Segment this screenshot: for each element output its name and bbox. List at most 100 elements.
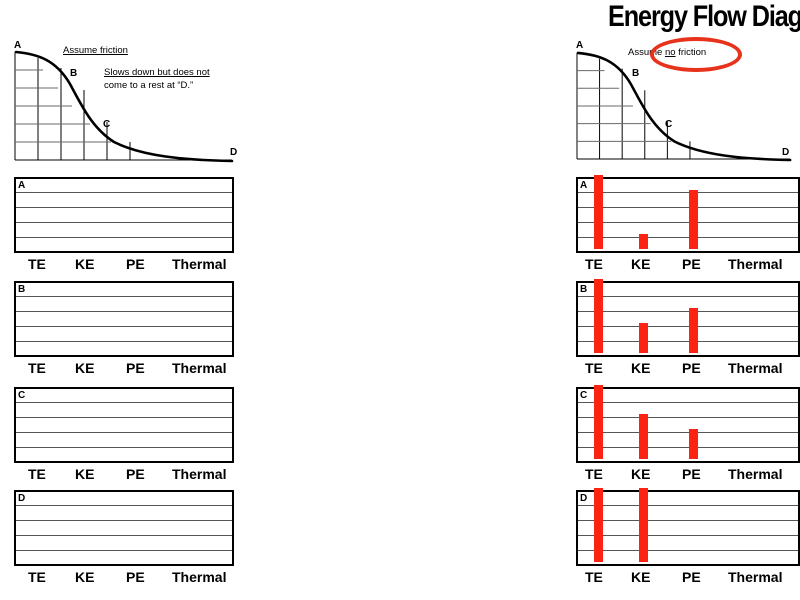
- grid-line: [16, 311, 232, 312]
- grid-line: [16, 520, 232, 521]
- grid-line: [16, 326, 232, 327]
- chart-grid-friction-b[interactable]: B: [14, 281, 234, 357]
- grid-line: [16, 296, 232, 297]
- grid-line: [16, 222, 232, 223]
- axis-label-pe: PE: [126, 466, 145, 482]
- bar-te: [594, 279, 603, 353]
- assume-prefix-text: Assume: [628, 47, 665, 58]
- ramp-grid-rows: [15, 69, 111, 143]
- slows-down-note-line2: come to a rest at “D.”: [104, 80, 194, 91]
- grid-line: [578, 505, 798, 506]
- bar-ke: [639, 323, 648, 353]
- ramp-point-b-label: B: [632, 68, 640, 79]
- grid-line: [578, 296, 798, 297]
- chart-grid-no-friction-c[interactable]: C: [576, 385, 800, 463]
- grid-line: [578, 417, 798, 418]
- slows-down-note-line1: Slows down but does not: [104, 67, 210, 78]
- bar-te: [594, 175, 603, 249]
- axis-label-thermal: Thermal: [172, 466, 227, 482]
- chart-corner-label: C: [580, 390, 588, 401]
- grid-line: [16, 192, 232, 193]
- energy-chart-no-friction-a[interactable]: A TE KE PE Thermal: [576, 175, 800, 275]
- axis-label-ke: KE: [75, 256, 95, 272]
- energy-chart-friction-a[interactable]: A TE KE PE Thermal: [14, 177, 234, 275]
- axis-label-te: TE: [585, 466, 603, 482]
- chart-corner-label: B: [18, 284, 26, 295]
- energy-chart-no-friction-d[interactable]: D TE KE PE Thermal: [576, 488, 800, 588]
- highlight-ellipse-icon: [650, 37, 742, 72]
- grid-line: [578, 432, 798, 433]
- axis-label-ke: KE: [631, 466, 651, 482]
- grid-line: [16, 341, 232, 342]
- grid-line: [578, 326, 798, 327]
- chart-corner-label: A: [18, 180, 26, 191]
- grid-line: [16, 505, 232, 506]
- axis-label-ke: KE: [75, 466, 95, 482]
- ramp-point-b-label: B: [70, 68, 78, 79]
- axis-label-ke: KE: [75, 360, 95, 376]
- axis-label-te: TE: [28, 569, 46, 585]
- track-curve: [14, 50, 234, 163]
- bar-pe: [689, 308, 698, 353]
- chart-corner-label: A: [580, 180, 588, 191]
- chart-grid-no-friction-a[interactable]: A: [576, 175, 800, 253]
- axis-label-pe: PE: [126, 569, 145, 585]
- axis-label-thermal: Thermal: [728, 256, 783, 272]
- axis-label-te: TE: [28, 466, 46, 482]
- chart-corner-label: D: [580, 493, 588, 504]
- ramp-point-c-label: C: [103, 119, 111, 130]
- axis-label-thermal: Thermal: [172, 569, 227, 585]
- chart-corner-label: C: [18, 390, 26, 401]
- axis-label-pe: PE: [126, 360, 145, 376]
- ramp-diagram-no-friction: A B C D: [576, 40, 800, 166]
- grid-line: [16, 550, 232, 551]
- axis-label-te: TE: [28, 256, 46, 272]
- axis-label-pe: PE: [682, 360, 701, 376]
- chart-grid-no-friction-d[interactable]: D: [576, 488, 800, 566]
- grid-line: [578, 311, 798, 312]
- bar-pe: [689, 190, 698, 249]
- ramp-point-c-label: C: [665, 119, 673, 130]
- axis-label-ke: KE: [631, 569, 651, 585]
- bar-ke: [639, 488, 648, 562]
- axis-label-ke: KE: [631, 360, 651, 376]
- track-curve: [576, 51, 792, 162]
- energy-chart-friction-c[interactable]: C TE KE PE Thermal: [14, 387, 234, 485]
- axis-label-pe: PE: [682, 256, 701, 272]
- chart-grid-friction-a[interactable]: A: [14, 177, 234, 253]
- axis-label-thermal: Thermal: [728, 569, 783, 585]
- grid-line: [16, 237, 232, 238]
- chart-grid-friction-c[interactable]: C: [14, 387, 234, 463]
- axis-label-ke: KE: [75, 569, 95, 585]
- axis-label-te: TE: [28, 360, 46, 376]
- grid-line: [578, 520, 798, 521]
- chart-grid-no-friction-b[interactable]: B: [576, 279, 800, 357]
- grid-line: [578, 550, 798, 551]
- axis-label-thermal: Thermal: [728, 466, 783, 482]
- chart-grid-friction-d[interactable]: D: [14, 490, 234, 566]
- axis-label-te: TE: [585, 569, 603, 585]
- energy-chart-friction-d[interactable]: D TE KE PE Thermal: [14, 490, 234, 588]
- ramp-point-d-label: D: [230, 147, 238, 158]
- ramp-point-a-label: A: [14, 40, 22, 51]
- grid-line: [16, 207, 232, 208]
- ramp-curve-svg-no-friction: [576, 51, 792, 162]
- grid-line: [578, 192, 798, 193]
- ramp-point-d-label: D: [782, 147, 790, 158]
- bar-te: [594, 385, 603, 459]
- grid-line: [578, 535, 798, 536]
- axis-label-thermal: Thermal: [728, 360, 783, 376]
- bar-te: [594, 488, 603, 562]
- grid-line: [578, 207, 798, 208]
- assume-friction-note: Assume friction: [63, 45, 128, 57]
- energy-chart-no-friction-c[interactable]: C TE KE PE Thermal: [576, 385, 800, 485]
- energy-chart-no-friction-b[interactable]: B TE KE PE Thermal: [576, 279, 800, 379]
- slows-down-note: Slows down but does not come to a rest a…: [104, 66, 210, 92]
- bar-ke: [639, 414, 648, 459]
- energy-chart-friction-b[interactable]: B TE KE PE Thermal: [14, 281, 234, 379]
- grid-line: [16, 432, 232, 433]
- grid-line: [16, 447, 232, 448]
- axis-label-pe: PE: [126, 256, 145, 272]
- grid-line: [578, 341, 798, 342]
